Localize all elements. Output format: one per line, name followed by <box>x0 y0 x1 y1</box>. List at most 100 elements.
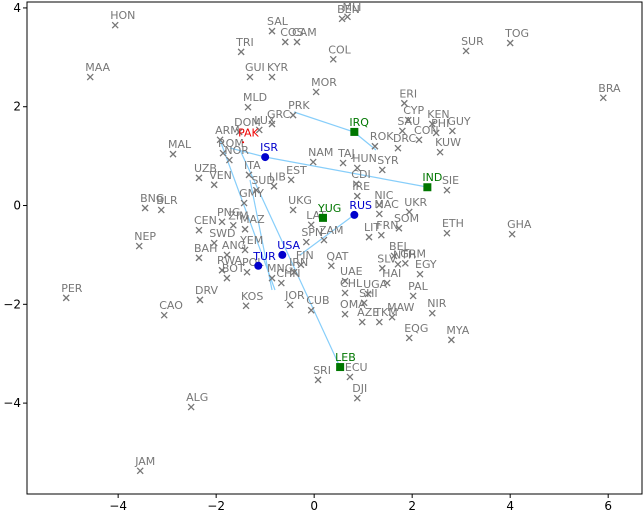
point-label: HAI <box>382 267 401 280</box>
point <box>388 313 396 321</box>
point <box>210 181 218 189</box>
point <box>210 239 218 247</box>
point <box>443 229 451 237</box>
point <box>436 148 444 156</box>
point <box>135 242 143 250</box>
plot-frame <box>26 1 643 495</box>
point <box>254 261 263 270</box>
point <box>223 251 231 259</box>
point-label: QAT <box>326 250 348 263</box>
point <box>289 206 297 214</box>
point-label: PHI <box>431 117 449 130</box>
point <box>245 171 253 179</box>
point-label: UZB <box>194 162 217 175</box>
arrows <box>219 111 428 368</box>
point-label: LIB <box>269 170 286 183</box>
point <box>341 289 349 297</box>
point-label: RWA <box>217 254 242 267</box>
point-label: BRA <box>598 82 621 95</box>
point-label: OMA <box>340 298 366 311</box>
point-label: SPN <box>301 226 323 239</box>
point-label: LEB <box>335 351 356 364</box>
point <box>394 260 402 268</box>
point-label: ZIM <box>228 209 248 222</box>
point-label: UKG <box>288 194 312 207</box>
point <box>160 311 168 319</box>
point-label: HUN <box>352 152 377 165</box>
point <box>62 294 70 302</box>
point-label: RUS <box>349 199 372 212</box>
point-label: YEM <box>239 234 263 247</box>
point <box>365 233 373 241</box>
point-label: PER <box>61 282 83 295</box>
point-label: ETH <box>442 217 464 230</box>
point-label: ANG <box>222 239 246 252</box>
point-label: BLR <box>156 194 178 207</box>
point <box>302 238 310 246</box>
point <box>375 318 383 326</box>
point-label: LUX <box>254 114 276 127</box>
point <box>358 318 366 326</box>
point <box>255 126 263 134</box>
point <box>341 277 349 285</box>
point <box>196 296 204 304</box>
point <box>312 88 320 96</box>
point <box>136 467 144 475</box>
point <box>346 373 354 381</box>
point-label: CAM <box>292 26 317 39</box>
point-label: DOM <box>234 116 261 129</box>
point <box>405 208 413 216</box>
point <box>244 103 252 111</box>
point <box>428 309 436 317</box>
point-label: FIN <box>296 249 314 262</box>
point <box>378 166 386 174</box>
point <box>353 192 361 200</box>
point-label: UAE <box>340 265 363 278</box>
point-label: TRI <box>235 36 254 49</box>
point-label: IND <box>422 171 442 184</box>
point-label: SHI <box>359 287 378 300</box>
x-tick-label: −4 <box>109 499 127 513</box>
y-tick-label: 4 <box>13 1 21 15</box>
point-label: EGY <box>415 258 437 271</box>
arrow <box>293 111 355 133</box>
point-label: DRV <box>195 284 219 297</box>
point <box>371 142 379 150</box>
point <box>281 38 289 46</box>
point-label: ROM <box>218 137 244 150</box>
point-label: MLD <box>243 91 267 104</box>
point-label: CEN <box>194 214 217 227</box>
point <box>235 128 243 136</box>
arrow <box>299 214 355 256</box>
point-label: TOG <box>504 27 529 40</box>
point <box>157 206 165 214</box>
point-label: CDI <box>351 168 370 181</box>
point-label: MAC <box>374 198 399 211</box>
point <box>327 262 335 270</box>
point-label: NEP <box>134 230 156 243</box>
point-label: CHL <box>340 277 363 290</box>
point-label: ZAM <box>319 224 344 237</box>
point <box>297 261 305 269</box>
point <box>307 221 315 229</box>
point-label: USA <box>277 239 300 252</box>
point-label: ALG <box>186 391 208 404</box>
point <box>268 27 276 35</box>
point <box>506 39 514 47</box>
point <box>364 290 372 298</box>
point <box>329 55 337 63</box>
point <box>195 226 203 234</box>
point <box>169 150 177 158</box>
x-tick-label: 2 <box>408 499 416 513</box>
point <box>353 164 361 172</box>
point-label: YUG <box>317 202 341 215</box>
point <box>360 299 368 307</box>
point <box>293 38 301 46</box>
point <box>252 186 260 194</box>
point <box>383 279 391 287</box>
arrow <box>229 147 266 158</box>
point-label: DRC <box>393 132 417 145</box>
point-label: GUY <box>447 115 471 128</box>
point-label: NOR <box>224 144 249 157</box>
